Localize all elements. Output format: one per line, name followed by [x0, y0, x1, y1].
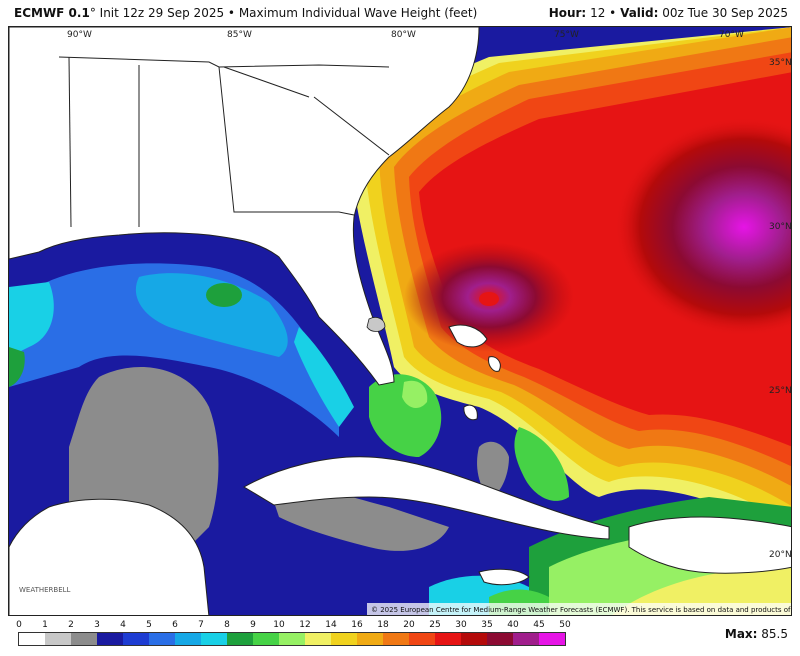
legend-tick-label: 20: [403, 620, 415, 630]
gulf-band-cyan: [135, 273, 288, 357]
legend-swatch: [383, 633, 409, 645]
legend-tick-label: 6: [172, 620, 178, 630]
legend-swatch: [201, 633, 227, 645]
legend-tick-label: 16: [351, 620, 363, 630]
yucatan-land: [9, 498, 210, 615]
legend-tick-label: 50: [559, 620, 571, 630]
legend-tick-label: 5: [146, 620, 152, 630]
valid-label: Valid:: [620, 6, 659, 20]
legend-swatch: [409, 633, 435, 645]
wave-height-map: 90°W 85°W 80°W 75°W 70°W 35°N 30°N 25°N …: [9, 27, 792, 615]
lon-label-70w: 70°W: [719, 30, 744, 40]
storm-eye: [479, 292, 499, 306]
lat-label-25n: 25°N: [769, 386, 792, 396]
legend-tick-label: 7: [198, 620, 204, 630]
title-bar: ECMWF 0.1° Init 12z 29 Sep 2025 • Maximu…: [0, 0, 800, 26]
legend-tick-label: 9: [250, 620, 256, 630]
lon-label-80w: 80°W: [391, 30, 416, 40]
lat-label-30n: 30°N: [769, 222, 792, 232]
map-frame: 90°W 85°W 80°W 75°W 70°W 35°N 30°N 25°N …: [8, 26, 792, 616]
legend-swatch: [253, 633, 279, 645]
bahamas-green: [514, 427, 569, 501]
product-name: Maximum Individual Wave Height (feet): [238, 6, 478, 20]
legend-tick-label: 8: [224, 620, 230, 630]
storm-core-northeast: [614, 117, 791, 337]
lat-label-35n: 35°N: [769, 58, 792, 68]
gulf-west-cyan: [9, 282, 54, 357]
jamaica-land: [478, 568, 530, 586]
nw-caribbean-gray: [269, 486, 449, 551]
max-value: 85.5: [761, 627, 788, 641]
state-borders: [58, 56, 390, 228]
title-left: ECMWF 0.1° Init 12z 29 Sep 2025 • Maximu…: [14, 6, 477, 20]
legend-swatch: [539, 633, 565, 645]
legend-tick-label: 3: [94, 620, 100, 630]
legend-swatch: [279, 633, 305, 645]
credit-backdrop: [367, 603, 791, 615]
legend-tick-label: 25: [429, 620, 441, 630]
straits-lightgreen: [402, 380, 428, 409]
legend-swatch: [123, 633, 149, 645]
legend-tick-label: 4: [120, 620, 126, 630]
gulf-west-green: [9, 347, 25, 387]
legend-tick-label: 18: [377, 620, 389, 630]
legend-tick-label: 2: [68, 620, 74, 630]
title-bullet-2: •: [609, 6, 617, 20]
legend-swatch: [227, 633, 253, 645]
lon-label-90w: 90°W: [67, 30, 92, 40]
legend: 0 1 2 3 4 5 6 7 8 9 10 12 14 16 18 20 25 30 35 40 45 50: [16, 620, 578, 654]
hour-label: Hour:: [548, 6, 587, 20]
degree-symbol: °: [89, 6, 96, 20]
valid-value: 00z Tue 30 Sep 2025: [662, 6, 788, 20]
title-right: Hour: 12 • Valid: 00z Tue 30 Sep 2025: [549, 6, 788, 20]
legend-swatch: [461, 633, 487, 645]
legend-swatch: [45, 633, 71, 645]
legend-swatch: [19, 633, 45, 645]
legend-tick-label: 45: [533, 620, 545, 630]
ecmwf-credit: © 2025 European Centre for Medium-Range …: [371, 606, 792, 614]
model-name: ECMWF 0.1: [14, 6, 90, 20]
legend-tick-label: 14: [325, 620, 337, 630]
legend-tick-label: 0: [16, 620, 22, 630]
hour-value: 12: [590, 6, 606, 20]
legend-tick-label: 10: [273, 620, 285, 630]
legend-swatch: [149, 633, 175, 645]
legend-swatch: [513, 633, 539, 645]
lake-okeechobee: [366, 317, 386, 332]
legend-tick-label: 1: [42, 620, 48, 630]
max-readout: Max: 85.5: [725, 627, 788, 641]
lon-label-75w: 75°W: [554, 30, 579, 40]
legend-tick-label: 35: [481, 620, 493, 630]
max-label: Max:: [724, 627, 758, 641]
us-southeast-land: [9, 27, 480, 386]
bahamas-bank-gray: [477, 441, 509, 497]
gulf-swell-green: [206, 283, 242, 307]
legend-color-bar: [18, 632, 566, 646]
legend-tick-label: 12: [299, 620, 311, 630]
legend-swatch: [435, 633, 461, 645]
gulf-band-cyan-east: [294, 327, 354, 427]
legend-tick-label: 30: [455, 620, 467, 630]
legend-swatch: [305, 633, 331, 645]
lat-label-20n: 20°N: [769, 550, 792, 560]
legend-tick-label: 40: [507, 620, 519, 630]
init-time: Init 12z 29 Sep 2025: [99, 6, 225, 20]
legend-swatch: [97, 633, 123, 645]
weatherbell-watermark: WEATHERBELL: [19, 586, 71, 594]
cuba-land: [243, 456, 610, 540]
legend-swatch: [487, 633, 513, 645]
legend-ticks: 0 1 2 3 4 5 6 7 8 9 10 12 14 16 18 20 25 30 35 40 45 50: [16, 620, 578, 632]
legend-swatch: [331, 633, 357, 645]
lon-label-85w: 85°W: [227, 30, 252, 40]
legend-swatch: [175, 633, 201, 645]
title-bullet: •: [227, 6, 235, 20]
bahamas-islands: [448, 324, 501, 421]
legend-swatch: [357, 633, 383, 645]
legend-swatch: [71, 633, 97, 645]
hispaniola-land: [628, 516, 791, 574]
